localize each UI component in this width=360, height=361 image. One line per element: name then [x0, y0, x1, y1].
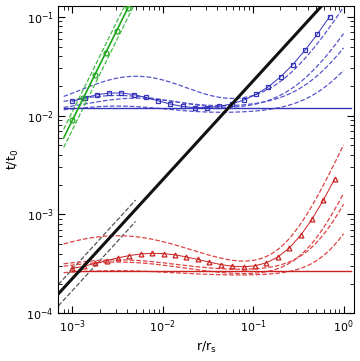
- Y-axis label: t/t$_0$: t/t$_0$: [5, 149, 21, 170]
- X-axis label: r/r$_{\rm s}$: r/r$_{\rm s}$: [196, 340, 216, 356]
